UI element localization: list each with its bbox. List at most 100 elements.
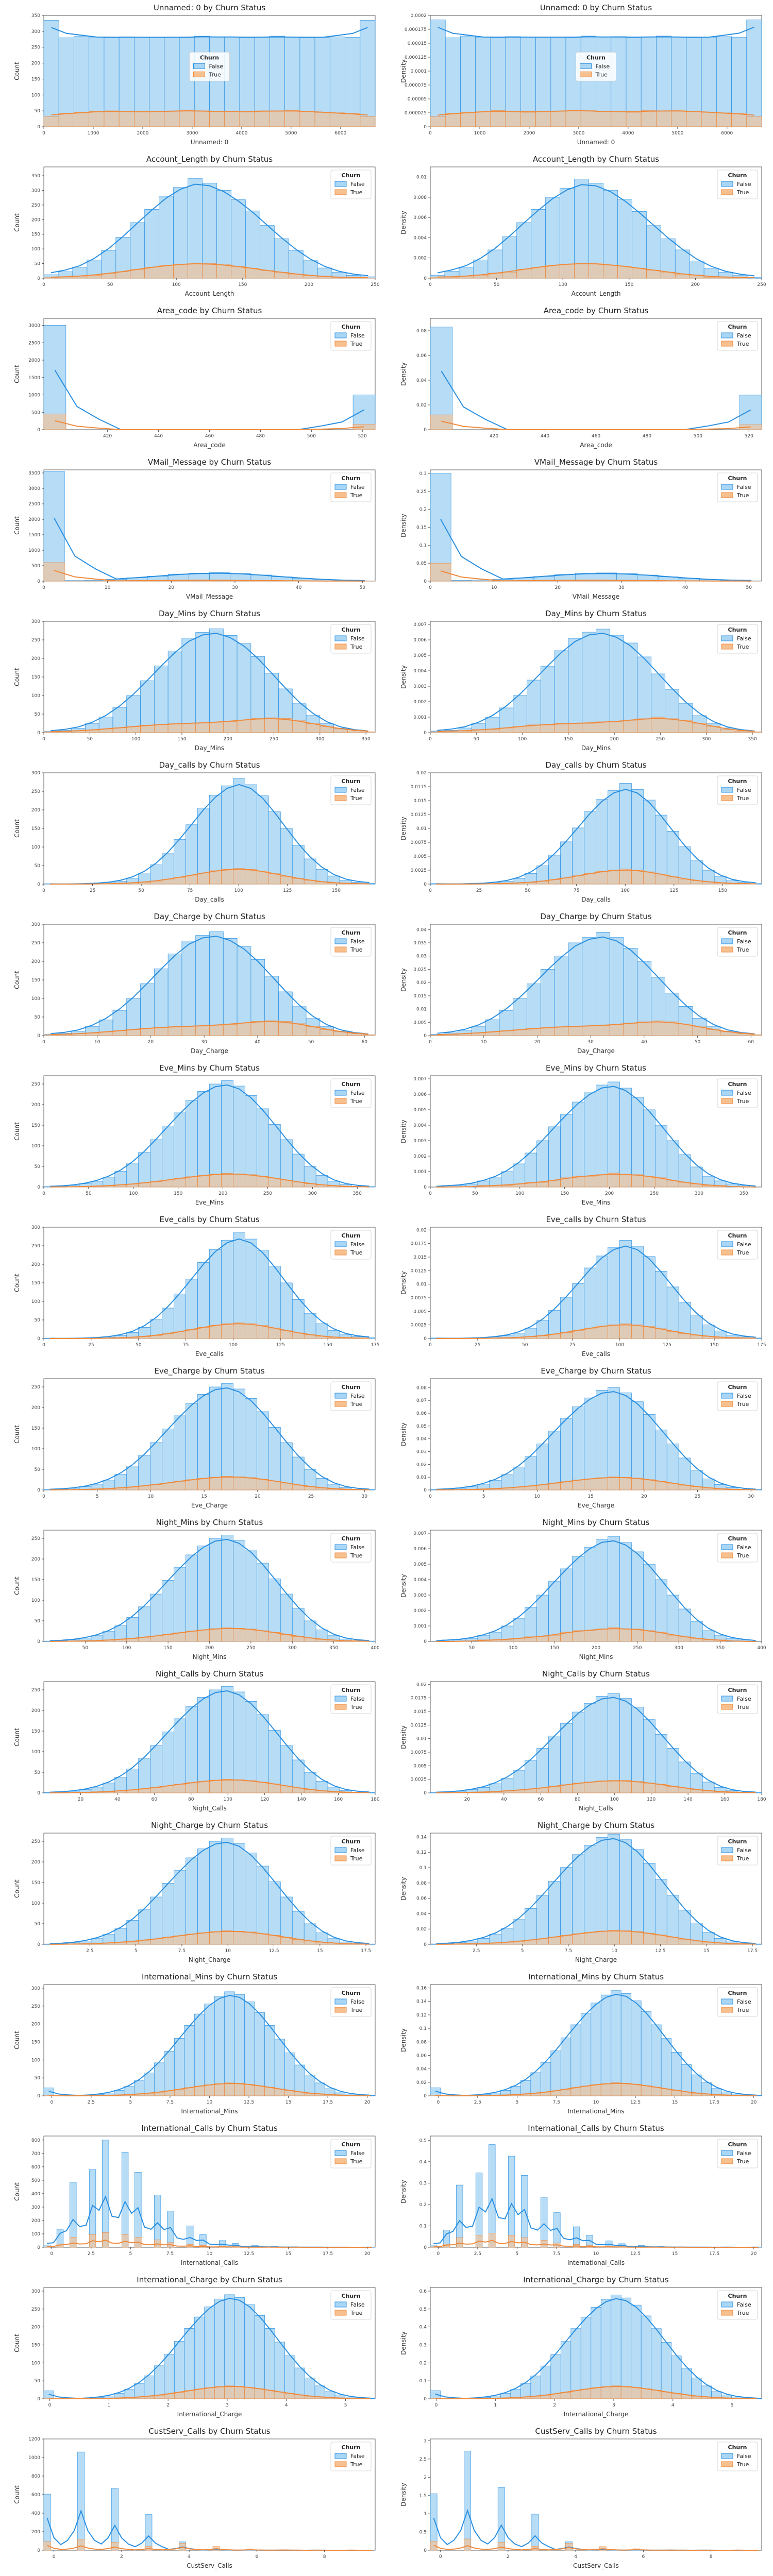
histogram-bar-true [631, 1781, 644, 1793]
histogram-bar-false [174, 1870, 186, 1945]
histogram-bar-false [194, 2013, 205, 2096]
y-tick-label: 200 [31, 2218, 40, 2224]
legend-swatch-false [721, 2453, 733, 2459]
histogram-bar-true [197, 1478, 210, 1490]
kde-line-false [437, 184, 755, 277]
y-tick-label: 0.01 [416, 1475, 427, 1480]
histogram-bar-true [149, 111, 165, 127]
x-tick-label: 150 [177, 737, 186, 742]
legend-label: False [737, 1090, 751, 1096]
kde-line-true [436, 1174, 756, 1188]
histogram-bar-true [181, 1026, 196, 1036]
kde-line-true [54, 570, 365, 582]
y-tick-label: 50 [35, 109, 41, 114]
kde-line-true [441, 420, 751, 430]
histogram-bar-false [224, 2294, 235, 2399]
y-tick-label: 200 [31, 1405, 40, 1411]
x-tick-label: 7.5 [565, 1948, 572, 1954]
histogram-bar-true [430, 414, 453, 430]
x-tick-label: 350 [740, 1191, 748, 1196]
x-tick-label: 50 [469, 1646, 475, 1651]
x-tick-label: 0 [436, 2251, 440, 2257]
legend-swatch-false [334, 787, 347, 793]
x-tick-label: 150 [625, 282, 633, 287]
y-tick-label: 0.04 [416, 927, 427, 933]
legend-label: False [350, 1393, 365, 1399]
y-tick-label: 0.035 [413, 941, 427, 946]
histogram-bar-false [584, 1845, 596, 1945]
legend-label: True [736, 189, 749, 196]
histogram-bar-true [641, 110, 657, 127]
histogram-bar-false [568, 638, 583, 733]
histogram-bar-false [202, 182, 217, 279]
chart-title: Night_Mins by Churn Status [543, 1518, 650, 1528]
histogram-chart: CustServ_Calls by Churn Status 0 200 400 600… [13, 2427, 376, 2569]
histogram-bar-true [596, 1629, 608, 1642]
legend-label: True [736, 643, 749, 650]
legend-label: True [736, 1098, 749, 1105]
x-tick-label: 5 [135, 1948, 138, 1954]
x-axis-label: Eve_calls [582, 1350, 610, 1358]
x-tick-label: 0 [429, 1191, 432, 1196]
y-tick-label: 0.0125 [411, 1723, 427, 1728]
x-tick-label: 20 [169, 585, 175, 590]
x-tick-label: 150 [332, 888, 341, 893]
histogram-bar-false [536, 1140, 549, 1188]
histogram-bar-false [162, 1126, 174, 1188]
y-tick-label: 0.004 [413, 1578, 427, 1583]
histogram-bar-true [221, 1476, 233, 1490]
y-tick-label: 0.2 [419, 2361, 427, 2366]
kde-line-false [436, 1838, 756, 1944]
histogram-bar-true [162, 1180, 174, 1188]
histogram-bar-true [209, 1477, 222, 1490]
histogram-bar-false [221, 1686, 233, 1793]
histogram-bar-true [631, 870, 644, 885]
legend: Churn False True [330, 1684, 372, 1714]
y-tick-label: 250 [31, 203, 40, 208]
x-tick-label: 10 [481, 1040, 487, 1045]
y-tick-label: 100 [31, 1598, 40, 1603]
x-tick-label: 20 [534, 1040, 541, 1045]
y-tick-label: 0.04 [416, 2067, 427, 2072]
histogram-bar-false [214, 1995, 225, 2096]
histogram-bar-true [257, 1176, 269, 1188]
histogram-bar-true [623, 1023, 638, 1036]
y-tick-label: 0.015 [413, 1709, 427, 1715]
histogram-bar-true [347, 731, 362, 733]
histogram-bar-false [167, 2211, 174, 2248]
y-tick-label: 0.6 [419, 2289, 427, 2294]
histogram-bar-true [584, 1176, 596, 1188]
x-tick-label: 5 [482, 1494, 485, 1499]
y-tick-label: 0.12 [416, 1850, 427, 1855]
legend-swatch-true [580, 71, 592, 77]
y-tick-label: 150 [31, 826, 40, 832]
x-tick-label: 520 [745, 434, 753, 439]
histogram-bar-false [580, 2317, 592, 2399]
kde-line-false [48, 1994, 371, 2096]
y-tick-label: 0 [37, 2397, 40, 2402]
kde-line-false [49, 1690, 369, 1793]
x-tick-label: 6000 [334, 131, 346, 136]
x-axis-label: Day_Mins [195, 744, 224, 752]
legend-label: False [350, 1998, 365, 2005]
x-tick-label: 20 [364, 2100, 371, 2105]
legend-title: Churn [342, 778, 361, 785]
y-tick-label: 200 [31, 1103, 40, 1108]
histogram-bar-false [631, 1097, 644, 1188]
histogram-bar-true [231, 266, 246, 279]
histogram-bar-true [641, 2388, 652, 2399]
histogram-bar-false [138, 1606, 151, 1642]
x-tick-label: 480 [256, 434, 265, 439]
y-axis-label: Count [13, 2485, 21, 2504]
legend: Churn False True [717, 1078, 758, 1108]
legend-label: False [350, 938, 365, 945]
y-tick-label: 0 [37, 1033, 40, 1039]
histogram-bar-true [584, 1630, 596, 1642]
legend-swatch-true [334, 2310, 347, 2316]
histogram-bar-false [209, 931, 224, 1036]
x-tick-label: 2.5 [474, 2100, 481, 2105]
legend-swatch-true [721, 643, 733, 650]
histogram-bar-true [456, 2237, 463, 2248]
histogram-bar-true [560, 1481, 573, 1490]
x-tick-label: 100 [515, 1191, 524, 1196]
